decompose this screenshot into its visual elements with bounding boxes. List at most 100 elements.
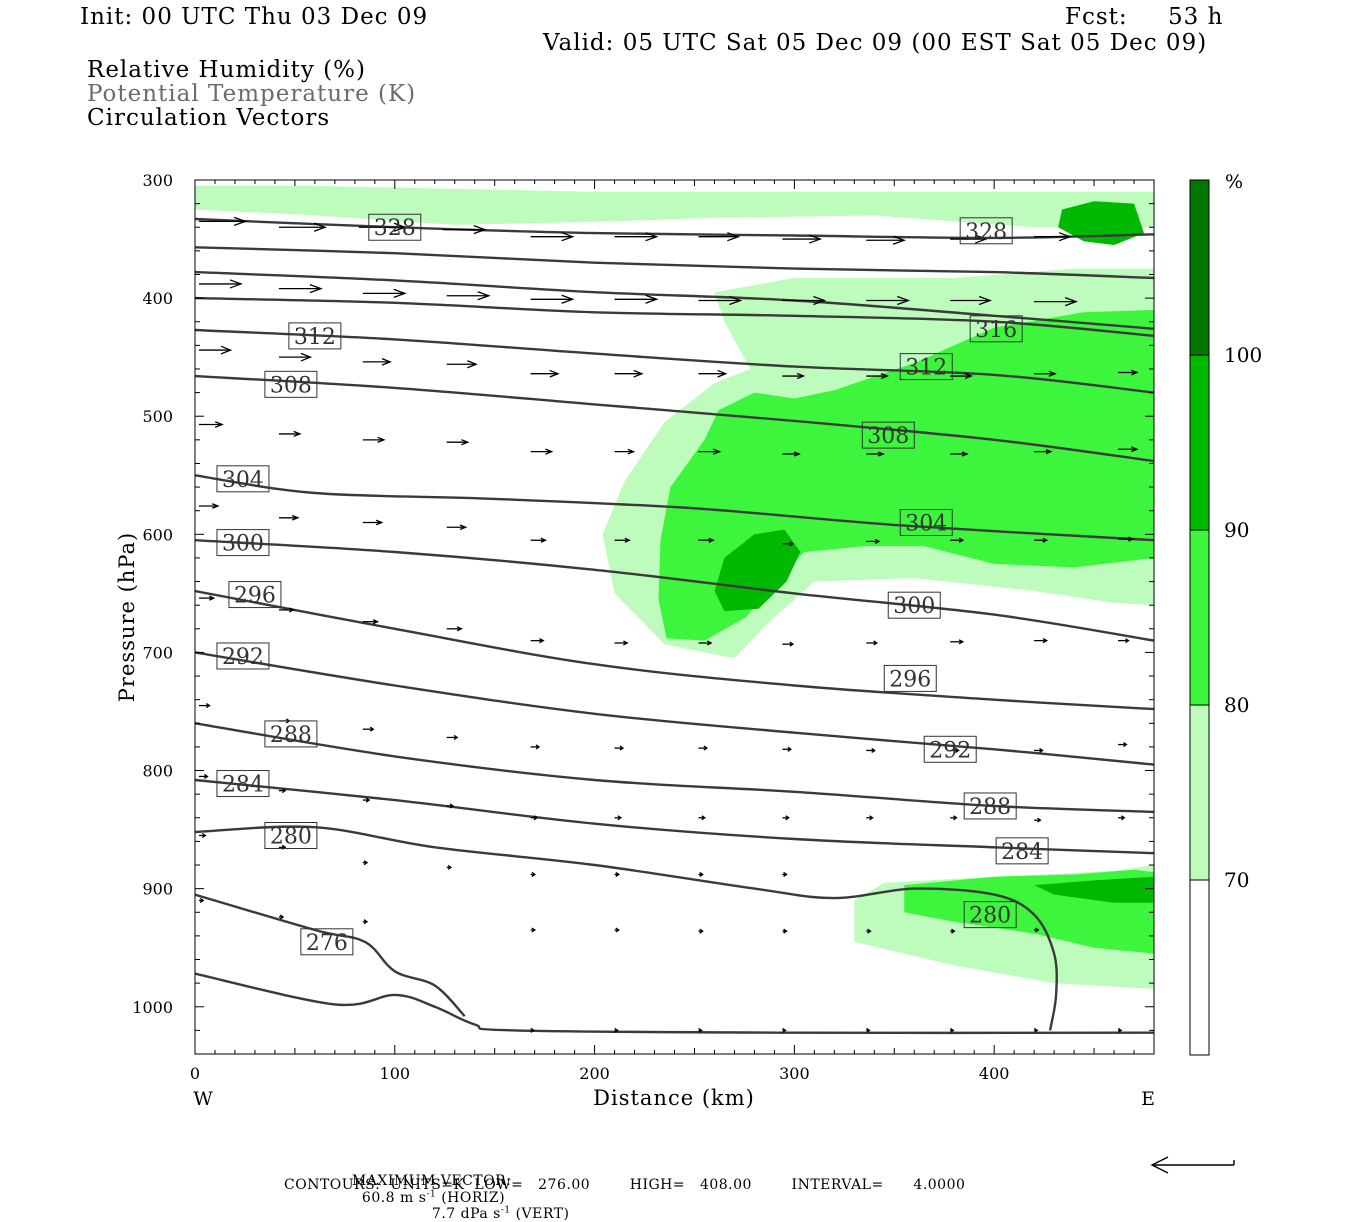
circulation-vector bbox=[782, 541, 795, 547]
svg-text:276: 276 bbox=[306, 931, 348, 956]
circulation-vector bbox=[362, 358, 392, 366]
circulation-vector bbox=[362, 919, 369, 925]
reference-vector-arrow bbox=[1150, 1156, 1235, 1174]
x-axis-title: Distance (km) bbox=[593, 1086, 755, 1110]
svg-text:296: 296 bbox=[889, 667, 931, 692]
circulation-vector bbox=[446, 864, 453, 870]
x-tick-labels: 0 100 200 300 400 bbox=[190, 1064, 1010, 1083]
circulation-vector bbox=[782, 871, 788, 878]
circulation-vector bbox=[614, 927, 620, 933]
theta-contour-300 bbox=[195, 539, 1154, 642]
theta-contour-284 bbox=[195, 778, 1154, 855]
circulation-vector bbox=[1034, 638, 1049, 644]
contour-label-292: 292 bbox=[923, 735, 977, 763]
circulation-vector bbox=[278, 352, 313, 362]
contour-label-312: 312 bbox=[288, 322, 342, 350]
svg-text:292: 292 bbox=[222, 645, 264, 670]
circulation-vector bbox=[614, 640, 629, 646]
circulation-vector bbox=[362, 436, 386, 443]
circulation-vector bbox=[950, 1027, 955, 1033]
contour-label-292: 292 bbox=[216, 642, 270, 670]
circulation-vector bbox=[278, 914, 285, 920]
legend-circulation-vectors: Circulation Vectors bbox=[87, 105, 331, 131]
circulation-vector bbox=[530, 448, 554, 455]
theta-contour-320 bbox=[195, 246, 1154, 280]
theta-contour-304 bbox=[195, 474, 1154, 542]
y-tick-label: 400 bbox=[142, 289, 173, 308]
circulation-vector bbox=[614, 1027, 619, 1033]
circulation-vector bbox=[1034, 537, 1049, 543]
svg-text:280: 280 bbox=[969, 904, 1011, 929]
circulation-vector bbox=[278, 788, 287, 794]
circulation-vector bbox=[278, 514, 300, 521]
circulation-vector bbox=[446, 734, 459, 741]
circulation-vector bbox=[614, 232, 659, 242]
colorbar-label: 90 bbox=[1224, 518, 1249, 542]
y-tick-label: 800 bbox=[142, 762, 173, 781]
circulation-vector bbox=[530, 232, 575, 242]
circulation-vector bbox=[698, 640, 713, 646]
circulation-vector bbox=[198, 279, 243, 289]
circulation-vector bbox=[866, 538, 881, 544]
circulation-vector bbox=[198, 832, 207, 839]
circulation-vector bbox=[782, 815, 790, 821]
contour-label-284: 284 bbox=[995, 837, 1049, 865]
x-tick-label: 0 bbox=[190, 1064, 200, 1083]
circulation-vector bbox=[1117, 1027, 1123, 1033]
circulation-vector bbox=[782, 372, 806, 380]
axis-ticks bbox=[194, 179, 1155, 1055]
x-tick-label: 200 bbox=[579, 1064, 610, 1083]
circulation-vector bbox=[698, 745, 709, 751]
x-tick-label: 300 bbox=[779, 1064, 810, 1083]
circulation-vectors bbox=[198, 216, 1139, 1033]
contour-label-304: 304 bbox=[216, 465, 270, 493]
valid-time: Valid: 05 UTC Sat 05 Dec 09 (00 EST Sat … bbox=[543, 30, 1208, 56]
circulation-vector bbox=[362, 797, 371, 803]
circulation-vector bbox=[530, 871, 537, 878]
circulation-vector bbox=[446, 360, 478, 369]
svg-text:284: 284 bbox=[1001, 840, 1043, 865]
circulation-vector bbox=[698, 295, 743, 306]
circulation-vector bbox=[614, 537, 631, 543]
y-tick-labels: 300 400 500 600 700 800 900 1000 bbox=[132, 171, 173, 1017]
contour-label-308: 308 bbox=[264, 370, 318, 398]
circulation-vector bbox=[278, 607, 296, 613]
theta-contour-328 bbox=[195, 217, 1154, 240]
circulation-vector bbox=[782, 641, 795, 647]
circulation-vector bbox=[614, 294, 659, 304]
circulation-vector bbox=[950, 537, 965, 543]
circulation-vector bbox=[530, 638, 545, 644]
circulation-vector bbox=[950, 815, 958, 821]
circulation-vector bbox=[1118, 742, 1128, 748]
circulation-vector bbox=[278, 222, 328, 232]
forecast-label: Fcst: bbox=[1065, 4, 1128, 30]
potential-temperature-contours bbox=[195, 217, 1154, 1035]
circulation-vector bbox=[362, 519, 384, 526]
circulation-vector bbox=[446, 524, 468, 531]
circulation-vector bbox=[358, 222, 407, 232]
svg-text:316: 316 bbox=[975, 318, 1017, 343]
svg-text:308: 308 bbox=[270, 373, 312, 398]
circulation-vector bbox=[198, 421, 224, 428]
x-axis-east-label: E bbox=[1141, 1088, 1155, 1110]
theta-contour-296 bbox=[195, 589, 1154, 711]
svg-text:328: 328 bbox=[965, 220, 1007, 245]
circulation-vector bbox=[198, 216, 248, 226]
contour-labels: 328 328 316 312 312 308 308 304 304 300 300 296 296 2… bbox=[216, 213, 1049, 956]
theta-contour-308 bbox=[195, 374, 1154, 463]
rh-region-90-100-3 bbox=[714, 529, 801, 612]
circulation-vector bbox=[698, 232, 741, 242]
circulation-vector bbox=[362, 860, 369, 866]
svg-text:300: 300 bbox=[893, 594, 935, 619]
svg-text:312: 312 bbox=[905, 356, 947, 381]
svg-text:300: 300 bbox=[222, 532, 264, 557]
circulation-vector bbox=[1034, 297, 1079, 307]
circulation-vector bbox=[1034, 449, 1053, 455]
x-tick-label: 100 bbox=[380, 1064, 411, 1083]
svg-text:288: 288 bbox=[270, 723, 312, 748]
contour-label-308: 308 bbox=[861, 421, 915, 449]
circulation-vector bbox=[278, 430, 302, 438]
circulation-vector bbox=[950, 928, 956, 934]
circulation-vector bbox=[442, 224, 487, 235]
circulation-vector bbox=[1118, 369, 1139, 376]
